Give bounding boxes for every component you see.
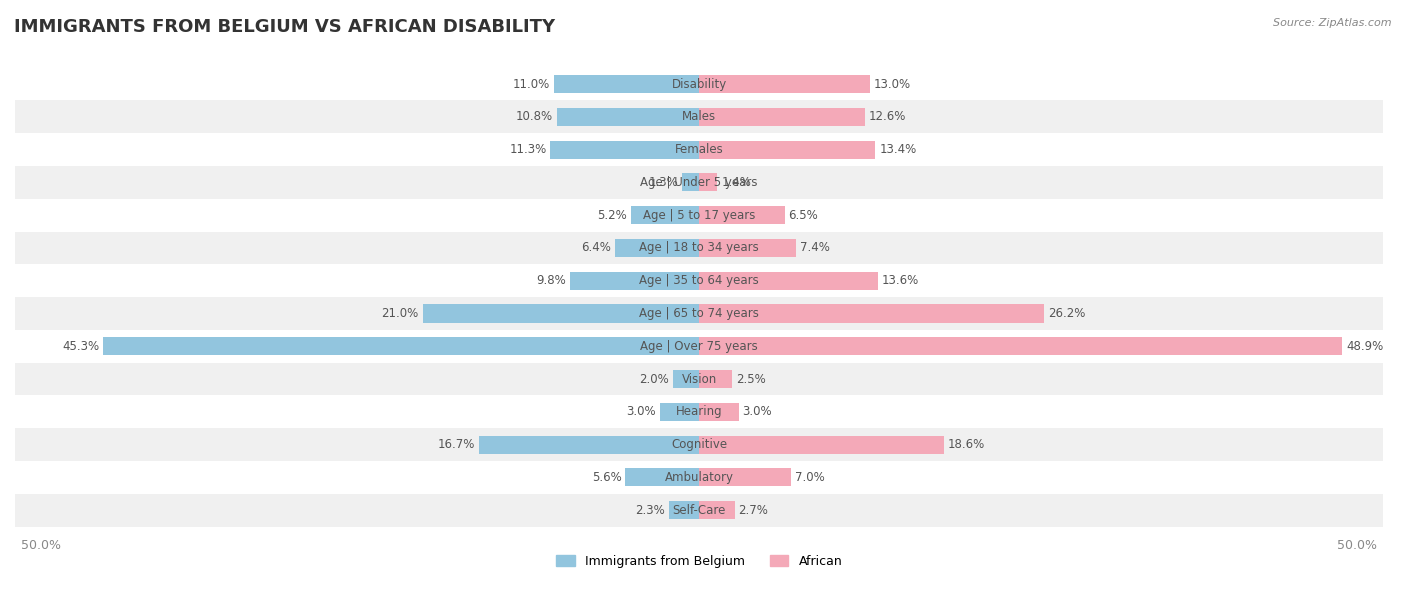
Text: Disability: Disability (672, 78, 727, 91)
Legend: Immigrants from Belgium, African: Immigrants from Belgium, African (551, 550, 848, 573)
Bar (569, 272, 699, 289)
Text: IMMIGRANTS FROM BELGIUM VS AFRICAN DISABILITY: IMMIGRANTS FROM BELGIUM VS AFRICAN DISAB… (14, 18, 555, 36)
Bar (0, 330, 1406, 363)
Text: Age | 35 to 64 years: Age | 35 to 64 years (640, 274, 759, 287)
Bar (626, 468, 699, 487)
Bar (699, 501, 734, 519)
Bar (0, 461, 1406, 494)
Bar (0, 166, 1406, 199)
Text: 7.4%: 7.4% (800, 242, 830, 255)
Text: 13.4%: 13.4% (879, 143, 917, 156)
Text: Females: Females (675, 143, 724, 156)
Bar (699, 141, 876, 159)
Bar (699, 272, 877, 289)
Bar (699, 468, 792, 487)
Text: Age | 65 to 74 years: Age | 65 to 74 years (640, 307, 759, 320)
Text: 11.3%: 11.3% (509, 143, 547, 156)
Bar (554, 75, 699, 93)
Text: 12.6%: 12.6% (869, 110, 905, 124)
Bar (0, 133, 1406, 166)
Bar (672, 370, 699, 388)
Bar (0, 395, 1406, 428)
Text: 6.4%: 6.4% (581, 242, 612, 255)
Text: 16.7%: 16.7% (439, 438, 475, 451)
Bar (550, 141, 699, 159)
Bar (699, 206, 785, 224)
Text: 1.4%: 1.4% (721, 176, 751, 189)
Text: 2.7%: 2.7% (738, 504, 769, 517)
Bar (699, 108, 865, 126)
Bar (699, 305, 1043, 323)
Text: 26.2%: 26.2% (1047, 307, 1085, 320)
Bar (0, 100, 1406, 133)
Bar (614, 239, 699, 257)
Text: Vision: Vision (682, 373, 717, 386)
Text: 7.0%: 7.0% (794, 471, 825, 484)
Text: Cognitive: Cognitive (671, 438, 727, 451)
Text: 45.3%: 45.3% (62, 340, 100, 353)
Bar (682, 173, 699, 192)
Text: Hearing: Hearing (676, 405, 723, 419)
Text: Ambulatory: Ambulatory (665, 471, 734, 484)
Bar (631, 206, 699, 224)
Text: 13.0%: 13.0% (875, 78, 911, 91)
Bar (557, 108, 699, 126)
Bar (699, 239, 796, 257)
Bar (479, 436, 699, 453)
Text: 18.6%: 18.6% (948, 438, 986, 451)
Bar (0, 428, 1406, 461)
Bar (659, 403, 699, 421)
Bar (0, 231, 1406, 264)
Text: Source: ZipAtlas.com: Source: ZipAtlas.com (1274, 18, 1392, 28)
Text: 5.6%: 5.6% (592, 471, 621, 484)
Text: 10.8%: 10.8% (516, 110, 553, 124)
Text: Males: Males (682, 110, 716, 124)
Text: 2.0%: 2.0% (640, 373, 669, 386)
Bar (0, 494, 1406, 526)
Text: 3.0%: 3.0% (742, 405, 772, 419)
Bar (0, 68, 1406, 100)
Bar (669, 501, 699, 519)
Bar (103, 337, 699, 356)
Text: 21.0%: 21.0% (381, 307, 419, 320)
Text: 48.9%: 48.9% (1347, 340, 1384, 353)
Text: Age | Over 75 years: Age | Over 75 years (640, 340, 758, 353)
Text: Age | 18 to 34 years: Age | 18 to 34 years (640, 242, 759, 255)
Text: Self-Care: Self-Care (672, 504, 725, 517)
Bar (0, 199, 1406, 231)
Text: 2.5%: 2.5% (735, 373, 766, 386)
Text: 13.6%: 13.6% (882, 274, 920, 287)
Bar (699, 403, 738, 421)
Text: Age | 5 to 17 years: Age | 5 to 17 years (643, 209, 755, 222)
Text: 1.3%: 1.3% (648, 176, 678, 189)
Text: 9.8%: 9.8% (537, 274, 567, 287)
Bar (699, 436, 943, 453)
Bar (699, 75, 870, 93)
Bar (423, 305, 699, 323)
Bar (699, 337, 1343, 356)
Text: 6.5%: 6.5% (789, 209, 818, 222)
Bar (699, 370, 733, 388)
Text: 11.0%: 11.0% (513, 78, 550, 91)
Text: 2.3%: 2.3% (636, 504, 665, 517)
Bar (699, 173, 717, 192)
Text: 3.0%: 3.0% (626, 405, 655, 419)
Text: 5.2%: 5.2% (598, 209, 627, 222)
Text: Age | Under 5 years: Age | Under 5 years (640, 176, 758, 189)
Bar (0, 264, 1406, 297)
Bar (0, 363, 1406, 395)
Bar (0, 297, 1406, 330)
